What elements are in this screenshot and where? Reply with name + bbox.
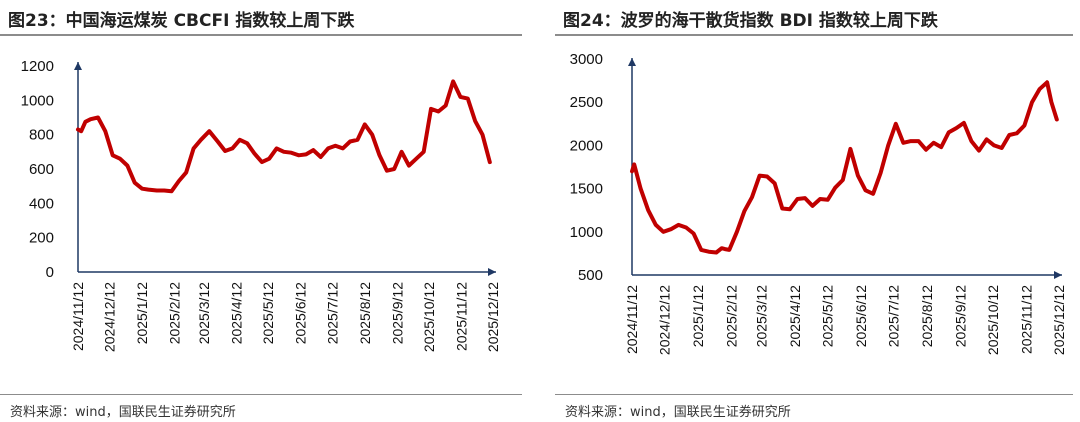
x-tick-label: 2025/6/12 bbox=[853, 285, 869, 347]
source-note: 资料来源：wind，国联民生证券研究所 bbox=[565, 405, 791, 420]
y-tick-label: 200 bbox=[29, 230, 54, 247]
title-divider bbox=[555, 34, 1073, 36]
x-tick-label: 2024/11/12 bbox=[70, 282, 86, 351]
x-tick-label: 2025/7/12 bbox=[886, 285, 902, 347]
bdi-line-chart: 500 1000 1500 2000 2500 3000 2024/11/12 2024/12… bbox=[570, 51, 1067, 355]
x-tick-label: 2025/5/12 bbox=[820, 285, 836, 347]
x-tick-label: 2025/8/12 bbox=[919, 285, 935, 347]
x-tick-label: 2025/3/12 bbox=[754, 285, 770, 347]
x-tick-label: 2025/8/12 bbox=[357, 282, 373, 344]
x-tick-label: 2025/9/12 bbox=[389, 282, 405, 344]
x-tick-label: 2025/2/12 bbox=[723, 285, 739, 347]
y-tick-label: 1000 bbox=[21, 92, 54, 109]
y-tick-label: 2500 bbox=[570, 94, 603, 111]
y-tick-label: 1200 bbox=[21, 58, 54, 75]
x-tick-label: 2025/12/12 bbox=[1051, 285, 1067, 355]
x-axis-arrow bbox=[1054, 271, 1062, 279]
series-line bbox=[630, 80, 1059, 255]
footer-divider bbox=[555, 394, 1073, 395]
x-tick-label: 2025/5/12 bbox=[260, 282, 276, 344]
x-tick-label: 2025/10/12 bbox=[421, 282, 437, 352]
x-tick-label: 2025/1/12 bbox=[134, 282, 150, 344]
y-tick-label: 600 bbox=[29, 161, 54, 178]
x-tick-label: 2025/7/12 bbox=[324, 282, 340, 344]
x-tick-label: 2025/9/12 bbox=[953, 285, 969, 347]
cbcfi-line-chart: 0 200 400 600 800 1000 1200 2024/11/12 2024/12/1… bbox=[21, 58, 501, 352]
chart-title: 图24：波罗的海干散货指数 BDI 指数较上周下跌 bbox=[563, 11, 938, 31]
x-tick-label: 2025/4/12 bbox=[787, 285, 803, 347]
x-tick-label: 2025/6/12 bbox=[293, 282, 309, 344]
x-tick-label: 2024/12/12 bbox=[656, 285, 672, 355]
y-tick-label: 0 bbox=[46, 264, 54, 281]
y-tick-label: 2000 bbox=[570, 137, 603, 154]
y-tick-label: 500 bbox=[578, 267, 603, 284]
x-tick-label: 2025/12/12 bbox=[485, 282, 501, 352]
x-tick-label: 2024/12/12 bbox=[102, 282, 118, 352]
x-tick-label: 2025/1/12 bbox=[690, 285, 706, 347]
y-tick-label: 1500 bbox=[570, 181, 603, 198]
chart-panel-cbcfi: 图23：中国海运煤炭 CBCFI 指数较上周下跌 0 200 400 600 800 10… bbox=[0, 0, 530, 422]
series-line bbox=[76, 79, 492, 194]
title-divider bbox=[0, 34, 522, 36]
y-tick-label: 400 bbox=[29, 195, 54, 212]
y-tick-label: 800 bbox=[29, 127, 54, 144]
y-axis-arrow bbox=[74, 62, 82, 70]
x-tick-label: 2025/11/12 bbox=[1019, 285, 1035, 354]
x-tick-label: 2025/3/12 bbox=[196, 282, 212, 344]
x-axis-arrow bbox=[488, 268, 496, 276]
y-axis-arrow bbox=[628, 58, 636, 66]
y-tick-label: 1000 bbox=[570, 224, 603, 241]
x-tick-label: 2025/4/12 bbox=[229, 282, 245, 344]
x-tick-label: 2025/11/12 bbox=[453, 282, 469, 351]
source-note: 资料来源：wind，国联民生证券研究所 bbox=[10, 405, 236, 420]
y-tick-label: 3000 bbox=[570, 51, 603, 68]
footer-divider bbox=[0, 394, 522, 395]
x-tick-label: 2025/2/12 bbox=[167, 282, 183, 344]
x-tick-label: 2025/10/12 bbox=[985, 285, 1001, 355]
chart-panel-bdi: 图24：波罗的海干散货指数 BDI 指数较上周下跌 500 1000 1500 200… bbox=[555, 0, 1080, 422]
x-tick-label: 2024/11/12 bbox=[624, 285, 640, 354]
chart-title: 图23：中国海运煤炭 CBCFI 指数较上周下跌 bbox=[8, 11, 355, 31]
